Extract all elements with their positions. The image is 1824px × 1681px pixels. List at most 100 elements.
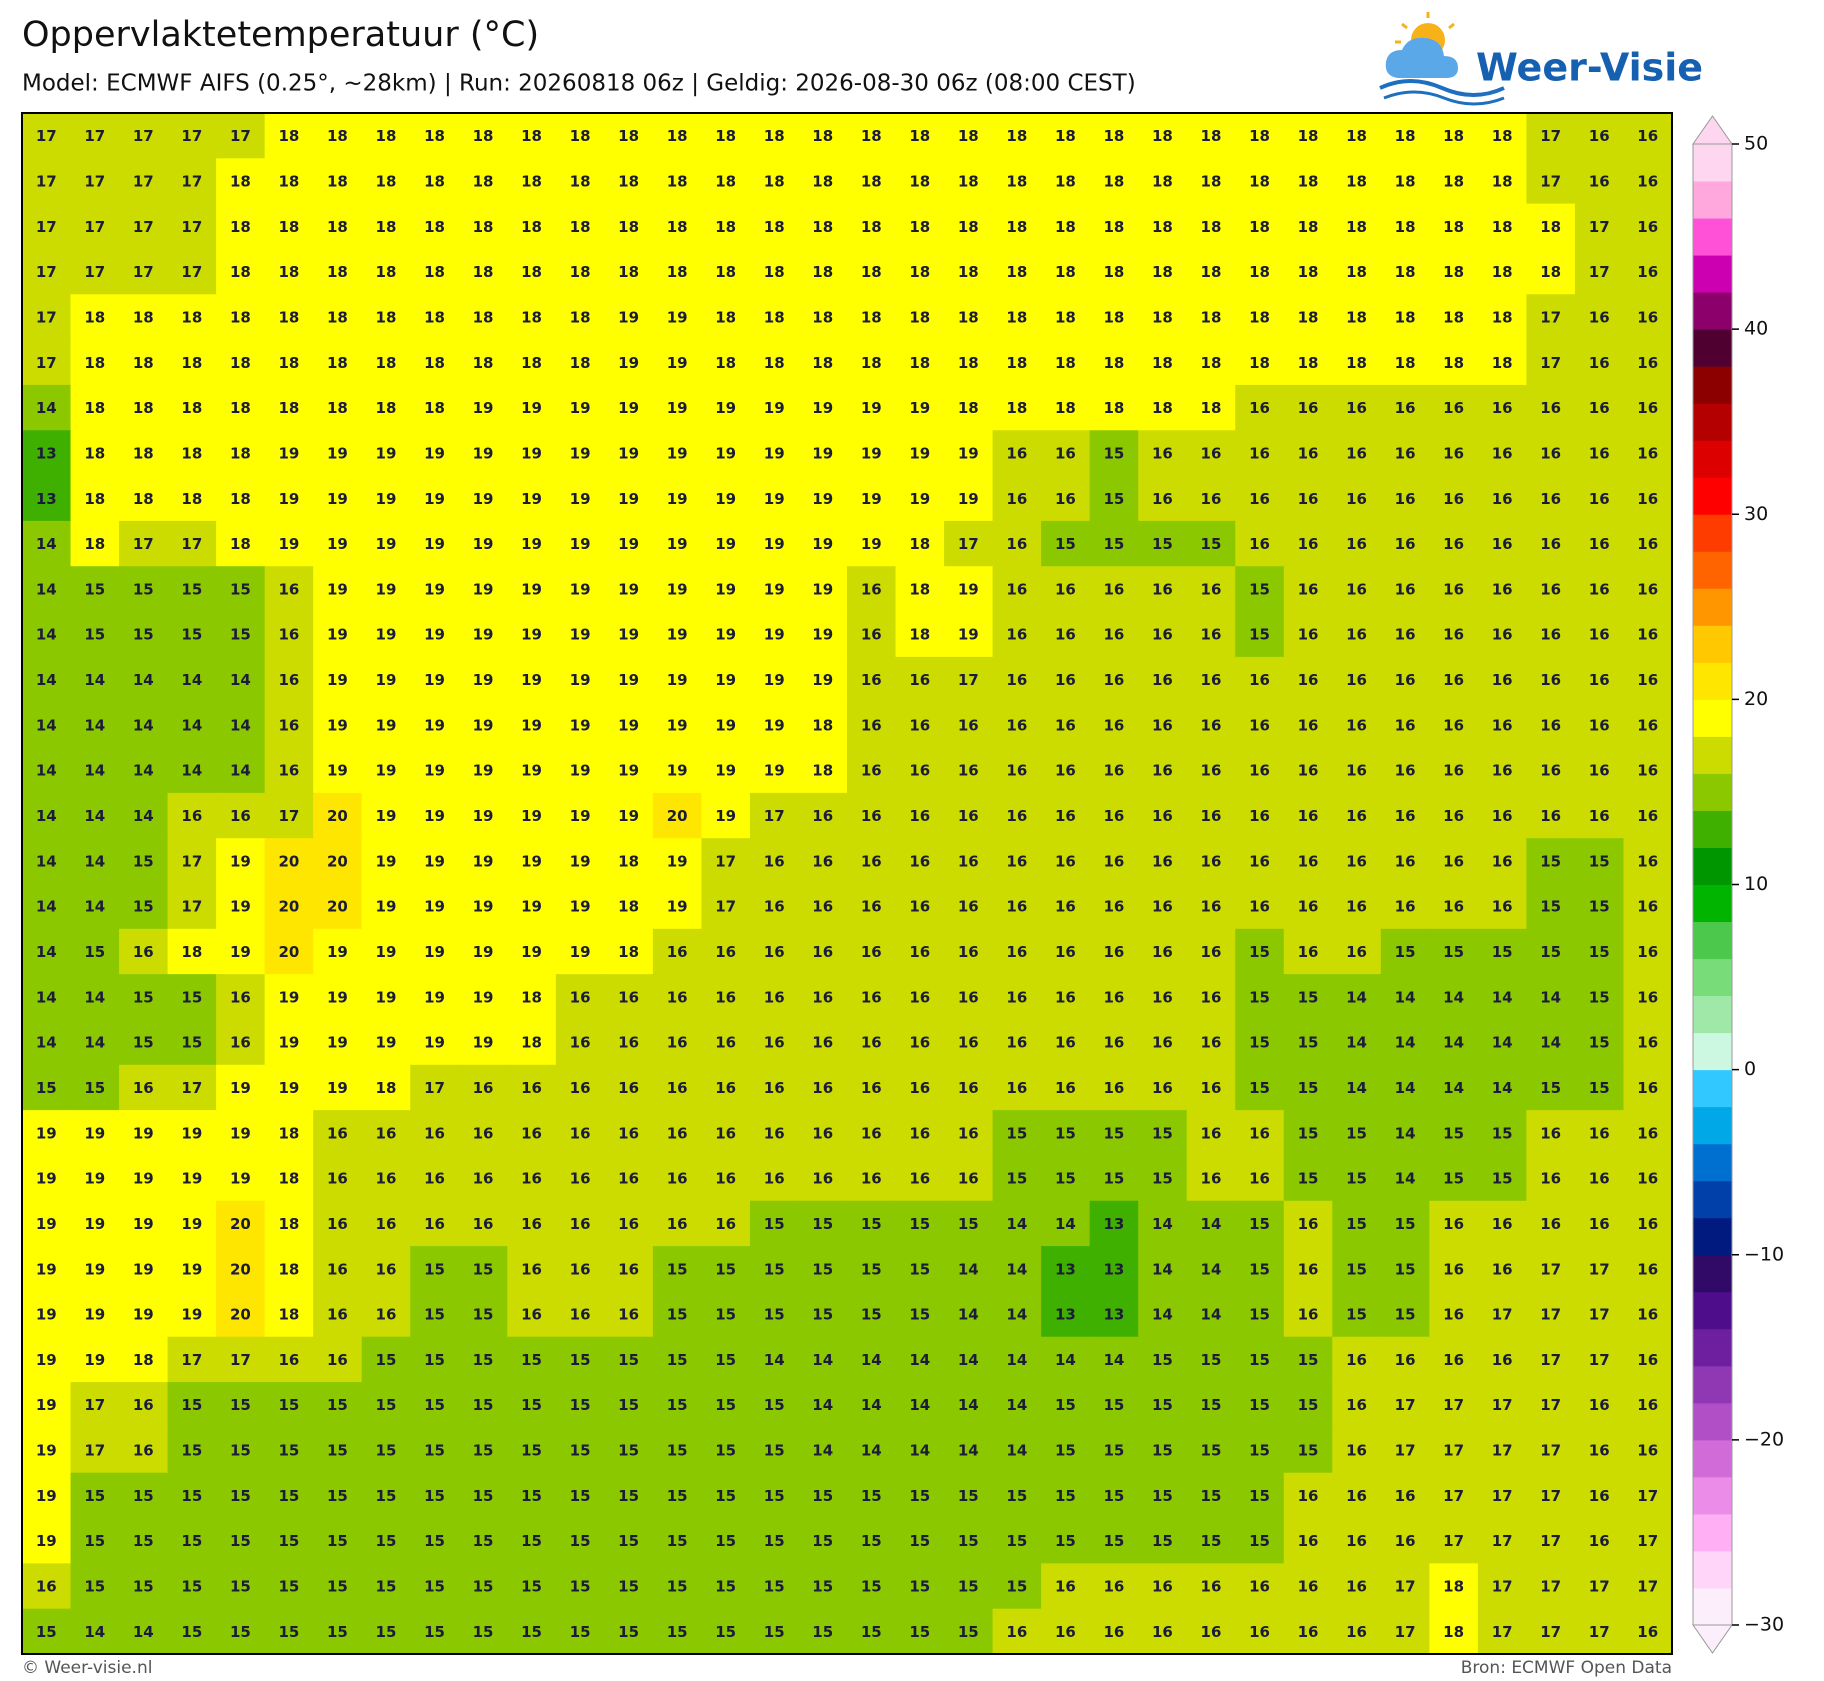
temperature-cell [1089, 792, 1139, 839]
temperature-cell [749, 1246, 800, 1293]
temperature-label: 16 [1103, 1578, 1124, 1596]
temperature-label: 18 [181, 943, 202, 961]
temperature-cell [555, 1427, 605, 1474]
temperature-cell [1477, 1110, 1528, 1157]
temperature-cell [701, 430, 751, 477]
temperature-label: 18 [473, 218, 494, 236]
temperature-cell [944, 1472, 994, 1519]
temperature-label: 19 [667, 852, 688, 870]
temperature-cell [167, 1518, 217, 1564]
temperature-cell [1574, 838, 1625, 885]
temperature-label: 19 [473, 852, 494, 870]
temperature-cell [1526, 747, 1576, 794]
temperature-label: 18 [1249, 308, 1270, 326]
temperature-cell [1283, 1291, 1333, 1338]
temperature-label: 16 [1395, 490, 1416, 508]
temperature-cell [1526, 656, 1576, 703]
temperature-cell [604, 792, 654, 839]
temperature-cell [264, 1110, 314, 1157]
temperature-cell [1089, 1427, 1139, 1474]
temperature-cell [70, 339, 120, 386]
temperature-cell [119, 1563, 169, 1610]
temperature-cell [119, 384, 169, 431]
temperature-cell [555, 475, 605, 522]
temperature-cell [1429, 1382, 1479, 1428]
temperature-cell [361, 475, 411, 522]
logo-rays [1395, 12, 1455, 44]
temperature-cell [895, 1608, 945, 1655]
temperature-cell [1380, 656, 1430, 703]
temperature-label: 16 [1298, 444, 1319, 462]
temperature-cell [264, 384, 314, 431]
temperature-label: 19 [230, 1079, 251, 1097]
temperature-label: 19 [181, 1170, 202, 1188]
temperature-cell [1283, 475, 1333, 522]
temperature-cell [410, 339, 460, 386]
temperature-cell [1041, 1382, 1091, 1428]
temperature-cell [1041, 1019, 1091, 1066]
temperature-cell [361, 1518, 411, 1564]
temperature-cell [895, 158, 945, 205]
temperature-label: 19 [36, 1351, 57, 1369]
temperature-label: 14 [909, 1396, 930, 1414]
temperature-cell [70, 1064, 120, 1111]
temperature-cell [507, 294, 557, 341]
temperature-label: 16 [473, 1124, 494, 1142]
temperature-cell [1574, 1110, 1625, 1157]
temperature-label: 18 [861, 263, 882, 281]
temperature-cell [1332, 1155, 1382, 1202]
temperature-cell [119, 656, 169, 703]
temperature-cell [1089, 974, 1139, 1021]
colorbar-bin [1693, 218, 1732, 256]
temperature-cell [70, 1563, 120, 1610]
temperature-label: 16 [521, 1260, 542, 1278]
temperature-label: 16 [1298, 852, 1319, 870]
temperature-label: 18 [1055, 218, 1076, 236]
temperature-cell [1526, 1427, 1576, 1474]
temperature-cell [22, 1472, 72, 1519]
temperature-cell [1235, 566, 1285, 613]
temperature-cell [895, 475, 945, 522]
temperature-label: 16 [1201, 988, 1222, 1006]
temperature-cell [701, 1427, 751, 1474]
temperature-cell [458, 838, 508, 885]
temperature-label: 15 [1006, 1124, 1027, 1142]
temperature-label: 16 [1152, 807, 1173, 825]
temperature-label: 18 [1201, 263, 1222, 281]
temperature-cell [507, 475, 557, 522]
temperature-label: 19 [667, 716, 688, 734]
subtitle: Model: ECMWF AIFS (0.25°, ~28km) | Run: … [22, 71, 1136, 97]
temperature-label: 18 [1152, 218, 1173, 236]
temperature-label: 16 [1637, 1034, 1658, 1052]
temperature-label: 16 [1152, 1034, 1173, 1052]
temperature-label: 16 [1637, 1170, 1658, 1188]
temperature-label: 16 [618, 988, 639, 1006]
temperature-cell [119, 248, 169, 295]
temperature-label: 15 [424, 1260, 445, 1278]
temperature-label: 18 [521, 354, 542, 372]
temperature-label: 15 [764, 1260, 785, 1278]
temperature-cell [798, 1155, 848, 1202]
temperature-cell [313, 1064, 363, 1111]
temperature-cell [895, 1200, 945, 1247]
temperature-cell [1138, 611, 1188, 658]
temperature-cell [701, 566, 751, 613]
temperature-label: 16 [667, 943, 688, 961]
temperature-cell [652, 1110, 703, 1157]
temperature-cell [1574, 294, 1625, 341]
temperature-label: 18 [812, 308, 833, 326]
colorbar-bin [1693, 995, 1732, 1034]
temperature-label: 14 [36, 807, 57, 825]
temperature-cell [458, 294, 508, 341]
temperature-label: 18 [1103, 127, 1124, 145]
temperature-label: 15 [618, 1442, 639, 1460]
temperature-label: 16 [278, 626, 299, 644]
temperature-label: 15 [521, 1442, 542, 1460]
temperature-label: 19 [715, 535, 736, 553]
temperature-cell [992, 113, 1042, 159]
temperature-cell [992, 475, 1042, 522]
colorbar-bin [1693, 1032, 1732, 1071]
temperature-label: 16 [278, 1351, 299, 1369]
temperature-label: 15 [133, 1532, 154, 1550]
temperature-label: 16 [1443, 898, 1464, 916]
